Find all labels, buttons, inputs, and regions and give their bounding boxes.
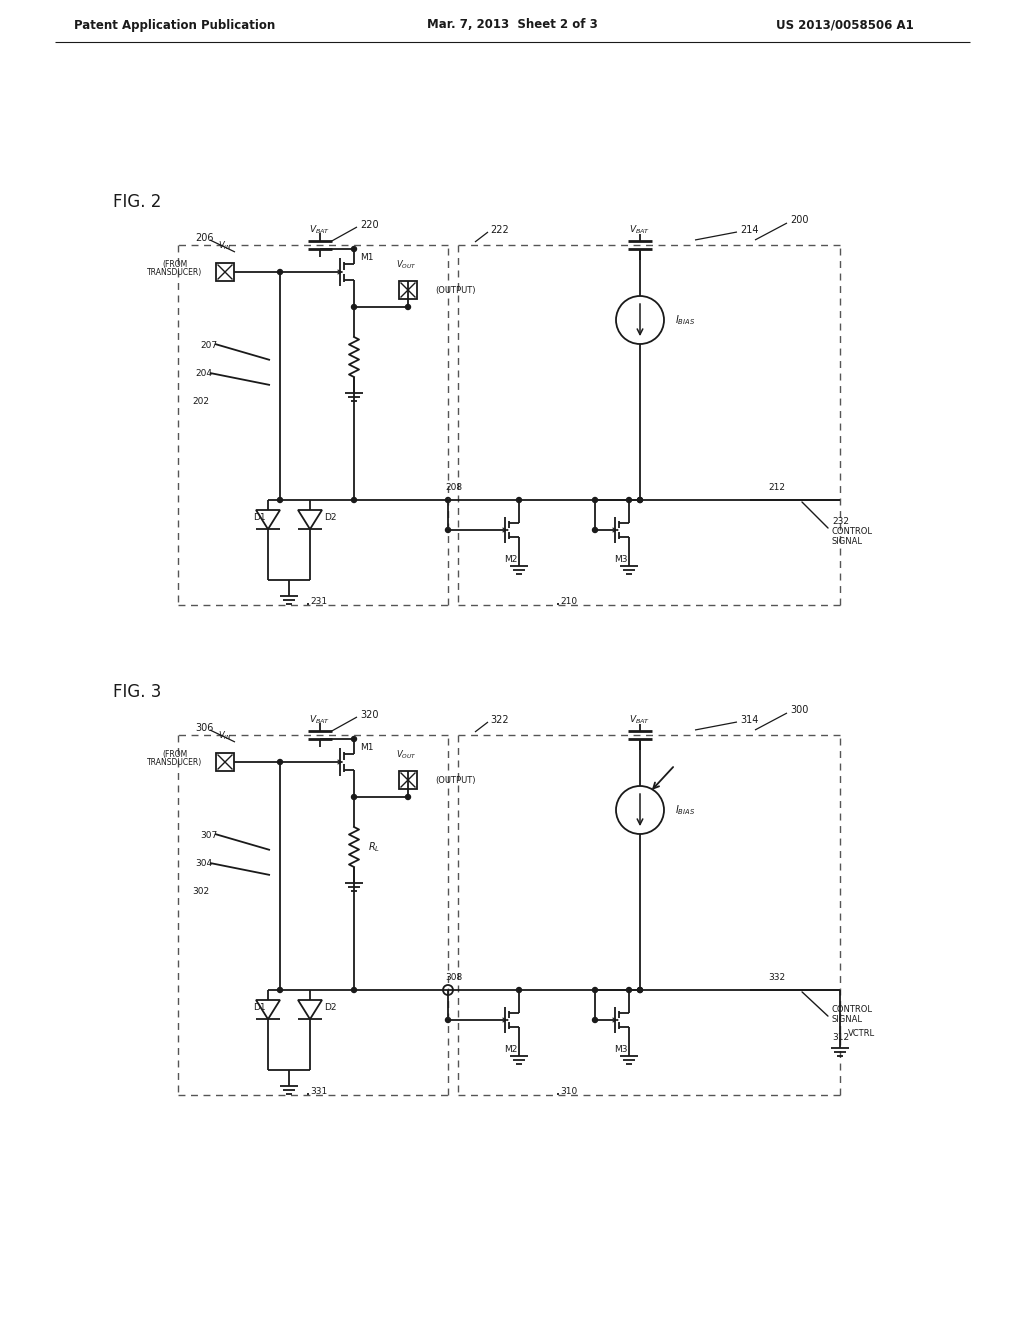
Text: 220: 220 <box>360 220 379 230</box>
Text: 300: 300 <box>790 705 808 715</box>
Text: 200: 200 <box>790 215 809 224</box>
Text: D2: D2 <box>324 513 337 523</box>
Text: FIG. 3: FIG. 3 <box>113 682 162 701</box>
Text: 320: 320 <box>360 710 379 719</box>
Text: FIG. 2: FIG. 2 <box>113 193 162 211</box>
Bar <box>399 771 417 789</box>
Circle shape <box>593 528 597 532</box>
Circle shape <box>593 1018 597 1023</box>
Text: M2: M2 <box>504 556 518 565</box>
Circle shape <box>638 498 642 503</box>
Circle shape <box>278 498 283 503</box>
Circle shape <box>593 987 597 993</box>
Text: $V_{BAT}$: $V_{BAT}$ <box>630 714 650 726</box>
Bar <box>216 263 234 281</box>
Text: 304: 304 <box>195 859 212 869</box>
Text: US 2013/0058506 A1: US 2013/0058506 A1 <box>776 18 913 32</box>
Text: D1: D1 <box>253 1003 266 1012</box>
Circle shape <box>278 987 283 993</box>
Text: $V_{BAT}$: $V_{BAT}$ <box>309 224 331 236</box>
Text: (OUTPUT): (OUTPUT) <box>435 776 475 784</box>
Text: D1: D1 <box>253 513 266 523</box>
Text: Patent Application Publication: Patent Application Publication <box>75 18 275 32</box>
Circle shape <box>627 498 632 503</box>
Text: 306: 306 <box>195 723 213 733</box>
Text: (FROM: (FROM <box>163 260 187 268</box>
Circle shape <box>406 795 411 800</box>
Circle shape <box>406 305 411 309</box>
Text: $V_{BAT}$: $V_{BAT}$ <box>630 224 650 236</box>
Text: 332: 332 <box>768 974 785 982</box>
Text: Mar. 7, 2013  Sheet 2 of 3: Mar. 7, 2013 Sheet 2 of 3 <box>427 18 597 32</box>
Circle shape <box>278 269 283 275</box>
Text: 302: 302 <box>193 887 209 896</box>
Text: 206: 206 <box>195 234 213 243</box>
Text: 307: 307 <box>200 830 217 840</box>
Text: CONTROL: CONTROL <box>831 1006 873 1015</box>
Bar <box>399 281 417 300</box>
Text: (FROM: (FROM <box>163 750 187 759</box>
Text: 214: 214 <box>740 224 759 235</box>
Circle shape <box>351 305 356 309</box>
Text: M3: M3 <box>614 1045 628 1055</box>
Circle shape <box>445 498 451 503</box>
Circle shape <box>351 987 356 993</box>
Circle shape <box>351 247 356 252</box>
Text: 314: 314 <box>740 715 759 725</box>
Text: CONTROL: CONTROL <box>831 528 873 536</box>
Circle shape <box>351 737 356 742</box>
Text: $R_L$: $R_L$ <box>368 840 380 854</box>
Circle shape <box>627 987 632 993</box>
Circle shape <box>516 498 521 503</box>
Text: 308: 308 <box>445 974 462 982</box>
Text: 312: 312 <box>831 1034 849 1043</box>
Text: $V_{BAT}$: $V_{BAT}$ <box>309 714 331 726</box>
Circle shape <box>351 498 356 503</box>
Text: SIGNAL: SIGNAL <box>831 1015 863 1024</box>
Circle shape <box>278 759 283 764</box>
Text: 310: 310 <box>560 1088 578 1097</box>
Text: 331: 331 <box>310 1088 328 1097</box>
Circle shape <box>516 987 521 993</box>
Text: TRANSDUCER): TRANSDUCER) <box>147 268 203 276</box>
Text: $V_{IN}$: $V_{IN}$ <box>218 730 231 742</box>
Text: 204: 204 <box>195 370 212 379</box>
Text: 208: 208 <box>445 483 462 492</box>
Text: 322: 322 <box>490 715 509 725</box>
Text: $I_{BIAS}$: $I_{BIAS}$ <box>675 803 695 817</box>
Text: VCTRL: VCTRL <box>848 1030 876 1039</box>
Text: 202: 202 <box>193 397 209 407</box>
Text: 210: 210 <box>560 598 578 606</box>
Circle shape <box>351 795 356 800</box>
Circle shape <box>638 987 642 993</box>
Text: 212: 212 <box>768 483 785 492</box>
Text: $V_{IN}$: $V_{IN}$ <box>218 240 231 252</box>
Circle shape <box>445 1018 451 1023</box>
Text: (OUTPUT): (OUTPUT) <box>435 285 475 294</box>
Text: 207: 207 <box>200 341 217 350</box>
Circle shape <box>445 528 451 532</box>
Circle shape <box>638 498 642 503</box>
Bar <box>216 752 234 771</box>
Circle shape <box>443 985 453 995</box>
Text: M1: M1 <box>360 253 374 263</box>
Text: $V_{OUT}$: $V_{OUT}$ <box>395 748 417 762</box>
Text: M3: M3 <box>614 556 628 565</box>
Text: $I_{BIAS}$: $I_{BIAS}$ <box>675 313 695 327</box>
Text: 231: 231 <box>310 598 327 606</box>
Circle shape <box>638 987 642 993</box>
Circle shape <box>593 498 597 503</box>
Text: M1: M1 <box>360 743 374 752</box>
Text: $V_{OUT}$: $V_{OUT}$ <box>395 259 417 271</box>
Text: 222: 222 <box>490 224 509 235</box>
Text: M2: M2 <box>504 1045 518 1055</box>
Text: D2: D2 <box>324 1003 337 1012</box>
Text: 232: 232 <box>831 517 849 527</box>
Text: SIGNAL: SIGNAL <box>831 537 863 546</box>
Text: TRANSDUCER): TRANSDUCER) <box>147 758 203 767</box>
